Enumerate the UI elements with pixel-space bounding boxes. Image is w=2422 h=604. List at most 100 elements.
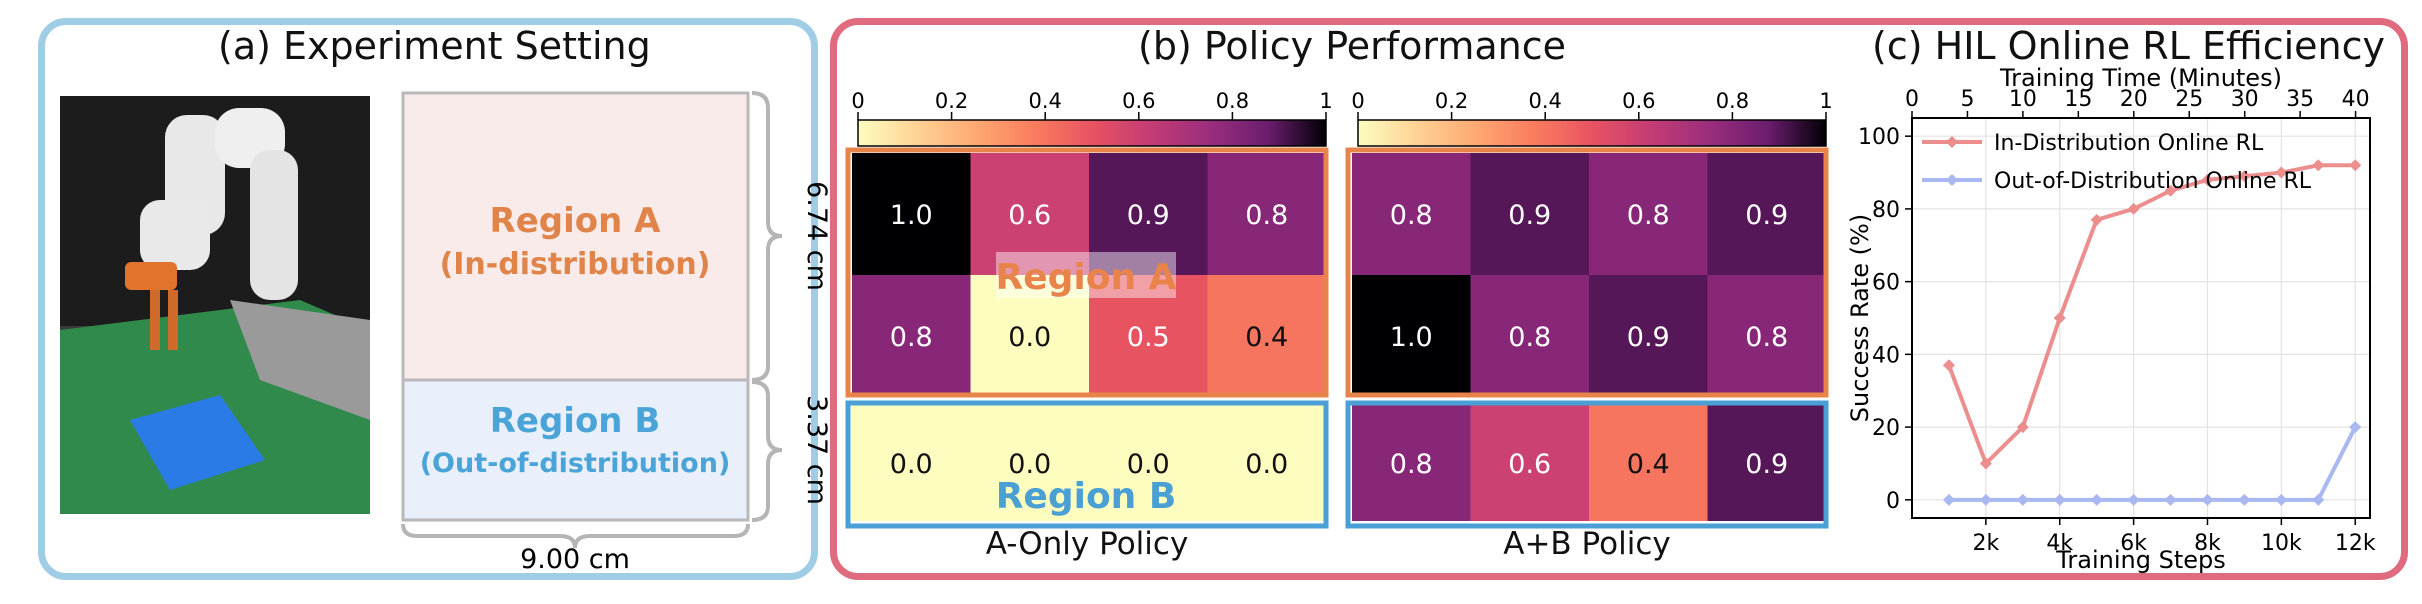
experiment-setting-panel <box>38 18 818 580</box>
y-tick-label: 60 <box>1872 271 1900 296</box>
heatmap-cell-label: 0.9 <box>1508 200 1551 231</box>
heatmap-cell <box>1707 405 1826 521</box>
heatmap-cell-label: 0.4 <box>1627 449 1670 480</box>
x-axis-label: Training Steps <box>2055 546 2225 574</box>
x-tick-label: 8k <box>2194 531 2221 556</box>
region-a-overlay-bg <box>996 252 1176 298</box>
data-point <box>2053 493 2066 506</box>
data-point <box>2349 159 2362 172</box>
heatmap-cell <box>852 275 971 397</box>
colorbar-tick-label: 0.2 <box>1435 89 1468 113</box>
heatmap-cell <box>970 275 1089 397</box>
heatmap-cell <box>1089 275 1208 397</box>
x-tick-label: 2k <box>1972 531 1999 556</box>
data-point <box>2016 493 2029 506</box>
top-tick-label: 30 <box>2231 87 2259 112</box>
heatmap-cell-label: 0.8 <box>1508 322 1551 353</box>
data-point <box>2201 493 2214 506</box>
x-tick-label: 12k <box>2335 531 2376 556</box>
heatmap-cell-label: 0.0 <box>1127 449 1170 480</box>
top-tick-label: 15 <box>2064 87 2092 112</box>
heatmap-cell-label: 0.9 <box>1127 200 1170 231</box>
heatmap-cell <box>1707 153 1826 275</box>
data-point <box>2238 493 2251 506</box>
region-b-height-label: 3.37 cm <box>801 395 832 505</box>
data-point <box>2275 493 2288 506</box>
y-tick-label: 40 <box>1872 343 1900 368</box>
region-a-box-a-plus-b <box>1345 147 1829 398</box>
heatmap-cell <box>1352 405 1471 521</box>
x-tick-label: 4k <box>2046 531 2073 556</box>
heatmap-cell-label: 1.0 <box>890 200 933 231</box>
heatmap-cell-label: 0.6 <box>1008 200 1051 231</box>
data-point <box>1942 493 1955 506</box>
data-point <box>2349 421 2362 434</box>
heatmap-cell-label: 0.0 <box>1008 449 1051 480</box>
data-point <box>2312 493 2325 506</box>
colorbar-tick-label: 0.2 <box>935 89 968 113</box>
data-point <box>2312 159 2325 172</box>
a-plus-b-policy-label: A+B Policy <box>1503 526 1671 562</box>
colorbar-tick-label: 0 <box>1351 89 1364 113</box>
data-point <box>2127 493 2140 506</box>
region-a-overlay-label: Region A <box>995 257 1176 298</box>
region-b-height-brace <box>751 380 783 522</box>
heatmap-cell <box>852 153 971 275</box>
heatmap-cell <box>852 405 971 521</box>
top-tick-label: 40 <box>2342 87 2370 112</box>
region-b-overlay-label: Region B <box>996 476 1177 517</box>
heatmap-cell-label: 0.8 <box>890 322 933 353</box>
heatmap-cell <box>1089 405 1208 521</box>
heatmap-cell <box>1589 153 1708 275</box>
heatmap-cell-label: 0.0 <box>1245 449 1288 480</box>
heatmap-cell-label: 0.8 <box>1245 200 1288 231</box>
heatmap-cell-label: 0.9 <box>1745 449 1788 480</box>
heatmap-cell <box>1470 405 1589 521</box>
heatmap-cell-label: 0.0 <box>890 449 933 480</box>
heatmap-cell <box>1707 275 1826 397</box>
heatmap-cell-label: 0.8 <box>1745 322 1788 353</box>
colorbar-tick-label: 0.6 <box>1122 89 1155 113</box>
colorbar-tick-label: 0.8 <box>1216 89 1249 113</box>
top-tick-label: 25 <box>2175 87 2203 112</box>
legend-marker <box>1946 174 1958 186</box>
colorbar-a-only <box>857 119 1327 147</box>
region-a-box-a-only <box>845 147 1329 398</box>
legend-label: Out-of-Distribution Online RL <box>1994 169 2312 194</box>
heatmap-cell-label: 0.6 <box>1508 449 1551 480</box>
heatmap-cell <box>1207 153 1326 275</box>
top-axis-label: Training Time (Minutes) <box>1999 64 2282 92</box>
region-b-desc: (Out-of-distribution) <box>420 448 731 479</box>
data-point <box>2164 493 2177 506</box>
series-line-in-distribution <box>1947 163 2356 468</box>
data-point <box>2275 166 2288 179</box>
top-tick-label: 5 <box>1960 87 1974 112</box>
heatmap-cell-label: 0.5 <box>1127 322 1170 353</box>
region-a-desc: (In-distribution) <box>440 247 711 282</box>
panel-c-title: (c) HIL Online RL Efficiency <box>1872 24 2385 68</box>
data-point <box>2164 184 2177 197</box>
results-panel <box>830 18 2408 580</box>
legend-marker <box>1946 136 1958 148</box>
panel-a-title: (a) Experiment Setting <box>218 24 651 68</box>
heatmap-cell <box>1470 275 1589 397</box>
region-a-area <box>401 91 750 382</box>
colorbar-tick-label: 0.6 <box>1622 89 1655 113</box>
top-tick-label: 0 <box>1905 87 1919 112</box>
region-a-name: Region A <box>490 201 662 241</box>
a-only-policy-label: A-Only Policy <box>985 526 1189 562</box>
data-point <box>2090 493 2103 506</box>
region-b-name: Region B <box>490 401 661 441</box>
data-point <box>1979 457 1992 470</box>
colorbar-tick-label: 0.4 <box>1528 89 1561 113</box>
data-point <box>2201 173 2214 186</box>
heatmap-cell <box>1352 153 1471 275</box>
legend-label: In-Distribution Online RL <box>1994 131 2264 156</box>
colorbar-a-plus-b <box>1357 119 1827 147</box>
heatmap-cell-label: 0.9 <box>1627 322 1670 353</box>
region-a-height-label: 6.74 cm <box>801 181 832 291</box>
y-tick-label: 20 <box>1872 416 1900 441</box>
